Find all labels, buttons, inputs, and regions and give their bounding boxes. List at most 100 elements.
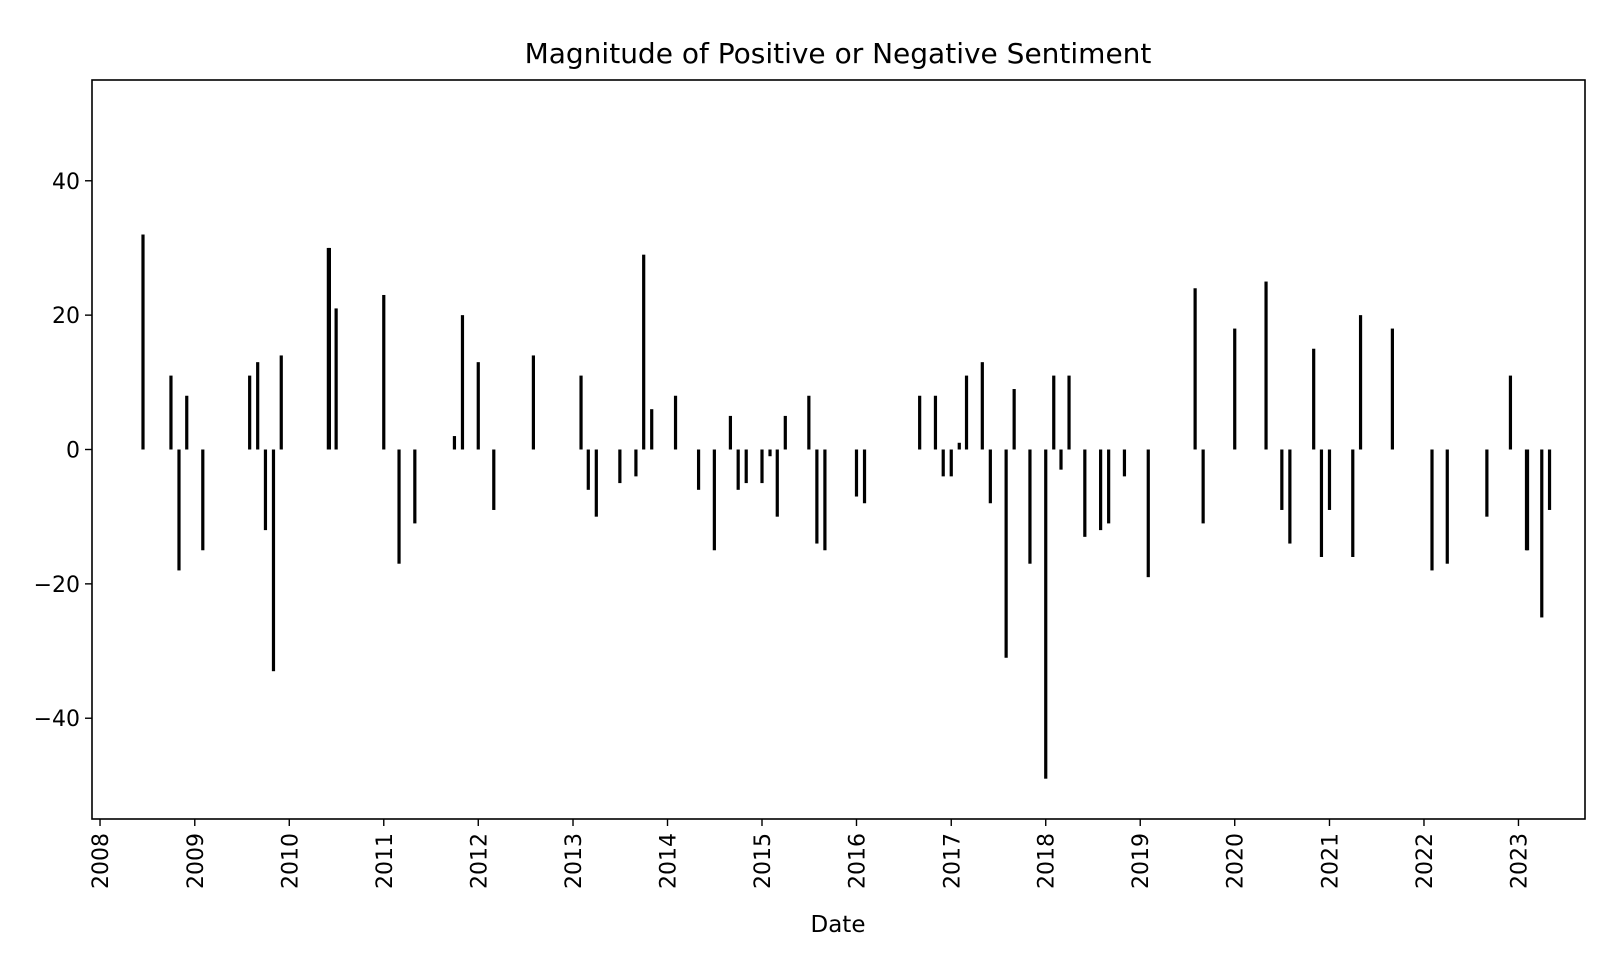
bar: [1390, 328, 1394, 450]
y-tick-label: 40: [52, 170, 80, 195]
bar: [201, 449, 205, 551]
y-axis: −40 −20 0 20 40: [34, 170, 92, 732]
x-axis-label: Date: [811, 912, 866, 938]
x-tick-label: 2009: [184, 833, 209, 889]
bar: [169, 375, 173, 450]
bar: [1146, 449, 1150, 578]
bar: [988, 449, 992, 504]
bar: [492, 449, 496, 510]
bar: [1107, 449, 1111, 524]
y-tick-label: 20: [52, 304, 80, 329]
y-tick-label: −20: [34, 573, 80, 598]
bar: [141, 234, 145, 450]
bar: [327, 247, 331, 450]
x-tick-label: 2022: [1413, 833, 1438, 889]
bar: [618, 449, 622, 484]
bar: [382, 294, 386, 450]
bar: [1351, 449, 1355, 557]
bar: [760, 449, 764, 484]
bar: [941, 449, 945, 477]
bar: [1445, 449, 1449, 564]
bar: [815, 449, 819, 544]
y-tick-label: 0: [66, 439, 80, 464]
bar: [271, 449, 276, 672]
bar: [1430, 449, 1434, 571]
bar: [1059, 449, 1063, 470]
bar: [1319, 449, 1324, 557]
bar: [413, 449, 417, 524]
bar: [460, 315, 465, 450]
bar: [185, 395, 189, 450]
bar: [594, 449, 598, 517]
bar: [452, 436, 457, 450]
bar: [1547, 449, 1552, 510]
bar: [256, 362, 260, 450]
bar: [1193, 288, 1197, 450]
bar: [634, 449, 638, 477]
x-tick-label: 2013: [562, 833, 587, 889]
bar: [1233, 328, 1237, 450]
bar: [964, 375, 969, 450]
bar: [1004, 449, 1008, 658]
x-tick-label: 2011: [373, 833, 398, 889]
bar: [579, 375, 583, 450]
bar: [263, 449, 268, 531]
bar: [1312, 348, 1316, 450]
bar: [1288, 449, 1292, 544]
bar: [1028, 449, 1032, 564]
bar: [696, 449, 701, 490]
bar: [586, 449, 590, 490]
bar: [1358, 315, 1363, 450]
bar: [1083, 449, 1087, 537]
x-tick-label: 2008: [89, 833, 114, 889]
x-tick-label: 2023: [1507, 833, 1532, 889]
bar: [650, 409, 654, 450]
bar: [862, 449, 867, 504]
y-tick-label: −40: [34, 707, 80, 732]
bar: [1122, 449, 1127, 477]
bar: [334, 308, 338, 450]
bar: [279, 355, 283, 450]
bar: [957, 442, 961, 450]
bar: [1280, 449, 1284, 510]
bar: [807, 395, 811, 450]
bar: [1044, 449, 1048, 779]
bar: [728, 415, 733, 450]
bar: [642, 254, 646, 450]
bar: [768, 449, 772, 457]
bar: [1525, 449, 1530, 551]
x-tick-label: 2021: [1318, 833, 1343, 889]
x-tick-label: 2017: [940, 833, 965, 889]
x-tick-label: 2015: [751, 833, 776, 889]
bar: [531, 355, 535, 450]
x-tick-label: 2014: [657, 833, 682, 889]
bar: [177, 449, 181, 571]
x-axis: 2008 2009 2010 2011 2012 2013 2014 2015 2016 2017…: [89, 819, 1532, 889]
x-tick-label: 2012: [467, 833, 492, 889]
bar: [783, 415, 787, 450]
bar: [775, 449, 779, 517]
bar: [248, 375, 252, 450]
x-tick-label: 2020: [1224, 833, 1249, 889]
bar: [1052, 375, 1056, 450]
bar: [1099, 449, 1103, 531]
bar: [980, 362, 984, 450]
plot-frame: [91, 79, 1586, 820]
bar: [1485, 449, 1489, 517]
x-tick-label: 2010: [278, 833, 303, 889]
x-tick-label: 2019: [1129, 833, 1154, 889]
bar: [918, 395, 922, 450]
x-tick-label: 2016: [845, 833, 870, 889]
bar: [744, 449, 748, 484]
bar: [1264, 281, 1268, 450]
x-tick-label: 2018: [1035, 833, 1060, 889]
bar: [673, 395, 678, 450]
bar: [854, 449, 859, 497]
bar: [712, 449, 716, 551]
bars-group: [141, 234, 1552, 779]
bar: [1012, 389, 1016, 450]
bar: [397, 449, 401, 564]
bar: [736, 449, 740, 490]
bar: [1508, 375, 1513, 450]
